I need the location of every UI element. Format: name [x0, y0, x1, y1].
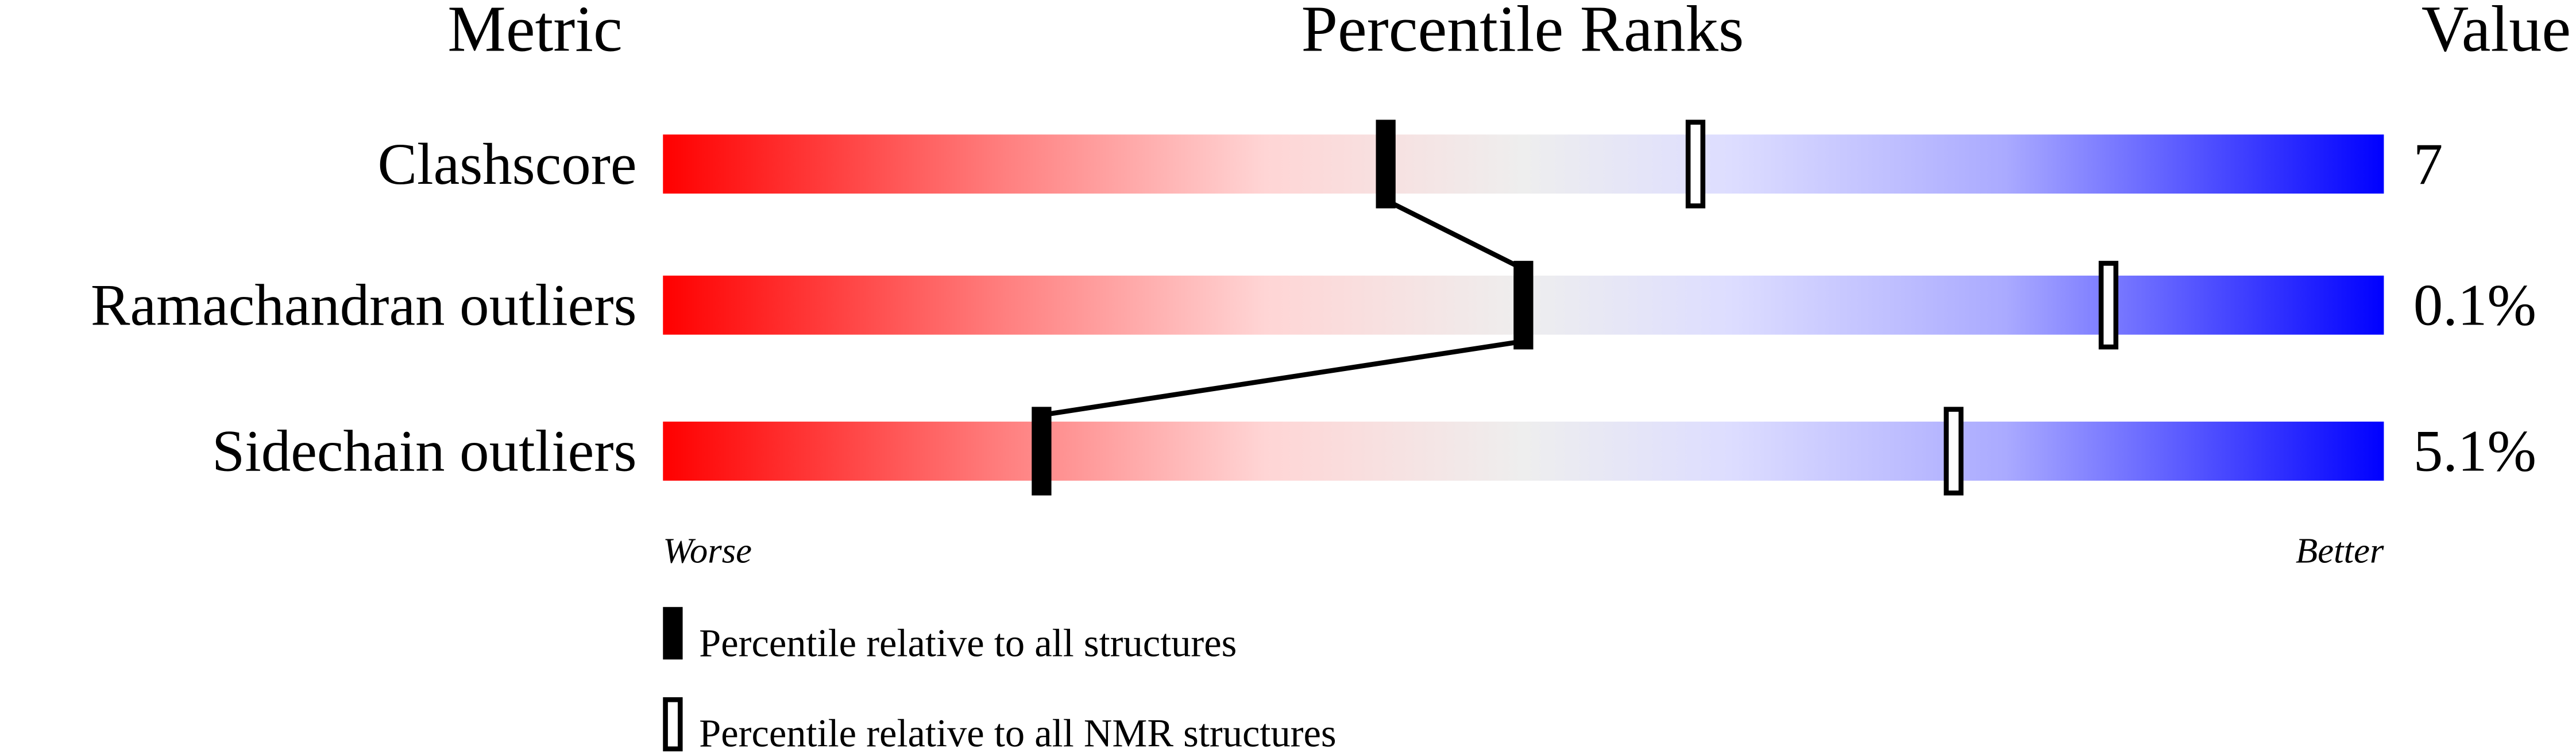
all-percentile-marker: [1513, 261, 1534, 350]
connector-line: [1041, 338, 1524, 418]
percentile-bar: [663, 422, 2384, 481]
header-percentile-ranks: Percentile Ranks: [1301, 0, 1744, 65]
percentile-bar: [663, 134, 2384, 194]
legend-hollow-marker: [663, 697, 683, 752]
worse-label: Worse: [663, 531, 752, 571]
metric-label: Sidechain outliers: [212, 419, 637, 484]
legend-filled-marker: [663, 607, 683, 660]
better-label: Better: [2296, 531, 2384, 571]
metric-label: Ramachandran outliers: [91, 273, 637, 338]
legend-hollow-label: Percentile relative to all NMR structure…: [699, 712, 1336, 753]
metric-value: 0.1%: [2413, 273, 2536, 338]
all-percentile-marker: [1376, 119, 1396, 208]
connector-line: [1384, 198, 1525, 272]
metric-value: 7: [2413, 132, 2443, 197]
metric-label: Clashscore: [377, 132, 636, 197]
metric-value: 5.1%: [2413, 419, 2536, 484]
header-value: Value: [2421, 0, 2571, 65]
header-metric: Metric: [447, 0, 622, 65]
nmr-percentile-marker: [2098, 261, 2119, 350]
nmr-percentile-marker: [1944, 407, 1964, 496]
all-percentile-marker: [1032, 407, 1052, 496]
legend-filled-label: Percentile relative to all structures: [699, 621, 1237, 665]
nmr-percentile-marker: [1685, 119, 1706, 208]
